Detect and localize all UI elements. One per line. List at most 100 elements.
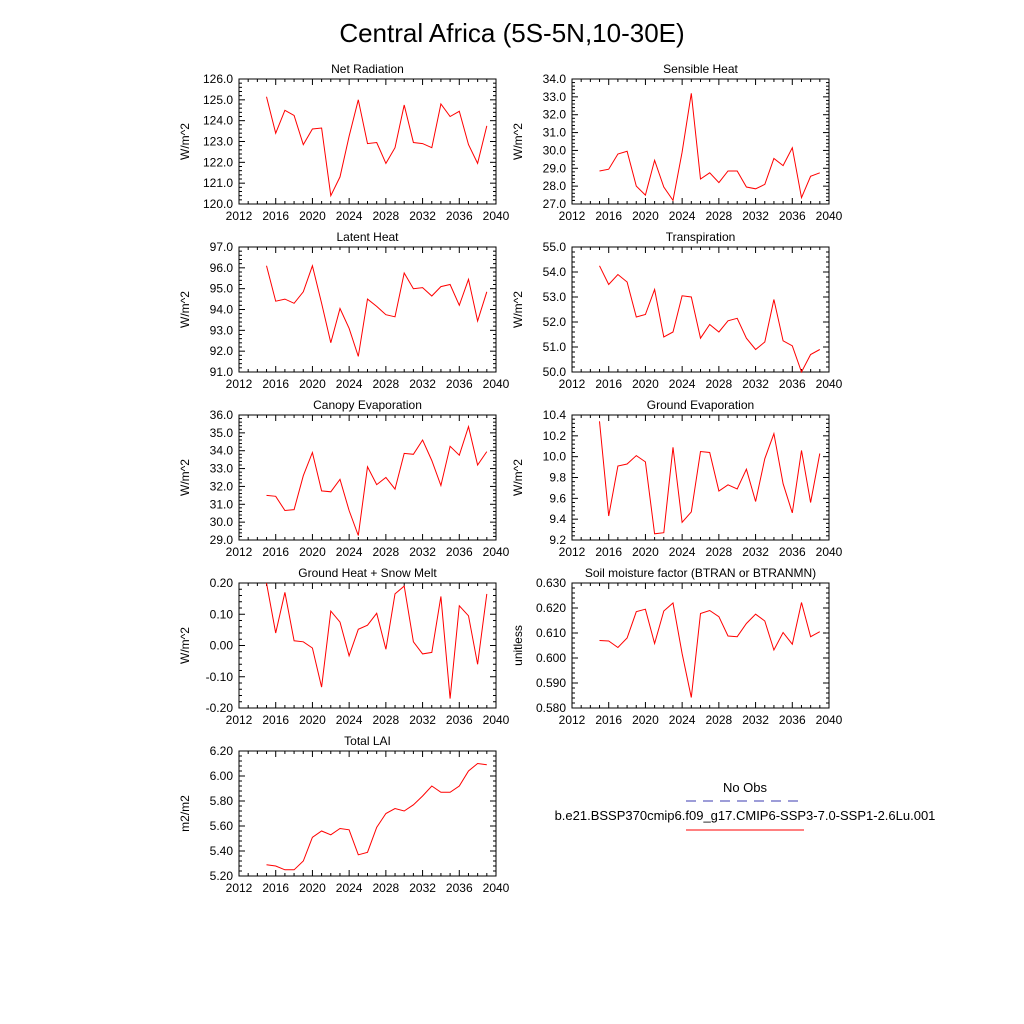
y-tick-label: 9.2 [549, 533, 566, 547]
x-tick-label: 2024 [336, 881, 363, 895]
series-line [266, 762, 487, 871]
x-tick-label: 2016 [595, 545, 622, 559]
x-tick-label: 2036 [779, 545, 806, 559]
x-tick-label: 2040 [816, 209, 843, 223]
x-tick-label: 2040 [483, 377, 510, 391]
x-tick-label: 2032 [409, 881, 436, 895]
chart-panel: Canopy Evaporation W/m^2 2012 2016 2020 2024 2… [178, 398, 510, 559]
x-tick-label: 2020 [299, 377, 326, 391]
chart-panel: Soil moisture factor (BTRAN or BTRANMN) u… [511, 566, 843, 727]
series-line [599, 93, 820, 202]
x-tick-label: 2016 [262, 545, 289, 559]
x-tick-label: 2012 [559, 209, 586, 223]
y-tick-label: 92.0 [210, 344, 234, 358]
x-tick-label: 2036 [779, 209, 806, 223]
x-tick-label: 2024 [669, 209, 696, 223]
y-tick-label: 27.0 [543, 197, 567, 211]
plot-frame [571, 78, 830, 205]
x-tick-label: 2020 [632, 209, 659, 223]
y-tick-label: 10.2 [543, 429, 567, 443]
x-tick-label: 2036 [446, 545, 473, 559]
x-tick-label: 2036 [779, 377, 806, 391]
panel-title: Sensible Heat [663, 62, 738, 76]
plot-frame [238, 582, 497, 709]
y-tick-label: 95.0 [210, 282, 234, 296]
x-tick-label: 2028 [373, 209, 400, 223]
y-tick-label: 10.4 [543, 408, 567, 422]
x-tick-label: 2028 [706, 377, 733, 391]
y-tick-label: 5.80 [210, 794, 234, 808]
y-tick-label: 0.600 [536, 651, 566, 665]
panel-title: Soil moisture factor (BTRAN or BTRANMN) [585, 566, 816, 580]
y-tick-label: 29.0 [543, 161, 567, 175]
y-tick-label: 0.20 [210, 576, 234, 590]
y-tick-label: 30.0 [543, 143, 567, 157]
x-tick-label: 2016 [262, 377, 289, 391]
series-line [266, 264, 488, 357]
x-tick-label: 2032 [409, 377, 436, 391]
x-tick-label: 2024 [336, 377, 363, 391]
series-line [266, 96, 488, 198]
y-tick-label: 93.0 [210, 323, 234, 337]
x-tick-label: 2040 [816, 545, 843, 559]
x-tick-label: 2032 [409, 545, 436, 559]
y-tick-label: 0.610 [536, 626, 566, 640]
y-tick-label: 53.0 [543, 290, 567, 304]
y-tick-label: 0.10 [210, 607, 234, 621]
x-tick-label: 2040 [483, 713, 510, 727]
x-tick-label: 2028 [706, 713, 733, 727]
x-tick-label: 2012 [226, 713, 253, 727]
y-tick-label: 5.60 [210, 819, 234, 833]
y-tick-label: 9.4 [549, 512, 566, 526]
series-line [599, 421, 821, 535]
x-tick-label: 2032 [742, 209, 769, 223]
x-tick-label: 2040 [483, 545, 510, 559]
x-tick-label: 2012 [226, 209, 253, 223]
x-tick-label: 2036 [446, 209, 473, 223]
x-tick-label: 2028 [373, 713, 400, 727]
x-tick-label: 2040 [483, 881, 510, 895]
x-tick-label: 2020 [632, 545, 659, 559]
x-tick-label: 2012 [559, 377, 586, 391]
chart-panel: Sensible Heat W/m^2 2012 2016 2020 2024 2028 20… [511, 62, 843, 223]
y-tick-label: 55.0 [543, 240, 567, 254]
x-tick-label: 2016 [262, 713, 289, 727]
y-tick-label: 32.0 [210, 479, 234, 493]
y-tick-label: 52.0 [543, 315, 567, 329]
x-tick-label: 2024 [336, 209, 363, 223]
y-tick-label: 31.0 [210, 497, 234, 511]
y-axis-label: W/m^2 [178, 459, 192, 496]
y-axis-label: W/m^2 [178, 291, 192, 328]
y-tick-label: 9.6 [549, 491, 566, 505]
plot-frame [238, 414, 497, 541]
x-tick-label: 2028 [373, 881, 400, 895]
x-tick-label: 2036 [779, 713, 806, 727]
x-tick-label: 2036 [446, 713, 473, 727]
y-axis-label: m2/m2 [178, 795, 192, 832]
y-axis-label: W/m^2 [178, 627, 192, 664]
panel-title: Transpiration [666, 230, 736, 244]
x-tick-label: 2020 [299, 545, 326, 559]
y-tick-label: 35.0 [210, 426, 234, 440]
y-tick-label: -0.20 [206, 701, 234, 715]
x-tick-label: 2020 [632, 713, 659, 727]
x-tick-label: 2032 [409, 713, 436, 727]
y-tick-label: 126.0 [203, 72, 233, 86]
x-tick-label: 2020 [299, 209, 326, 223]
x-tick-label: 2012 [226, 377, 253, 391]
x-tick-label: 2016 [595, 377, 622, 391]
panel-title: Total LAI [344, 734, 391, 748]
x-tick-label: 2032 [742, 377, 769, 391]
x-tick-label: 2040 [483, 209, 510, 223]
y-axis-label: unitless [511, 625, 525, 666]
y-tick-label: 31.0 [543, 126, 567, 140]
y-tick-label: 123.0 [203, 135, 233, 149]
y-tick-label: 5.40 [210, 844, 234, 858]
series-line [266, 424, 488, 536]
legend-obs-label: No Obs [723, 780, 768, 795]
x-tick-label: 2028 [706, 209, 733, 223]
y-axis-label: W/m^2 [178, 123, 192, 160]
y-tick-label: -0.10 [206, 670, 234, 684]
y-tick-label: 97.0 [210, 240, 234, 254]
x-tick-label: 2020 [299, 881, 326, 895]
